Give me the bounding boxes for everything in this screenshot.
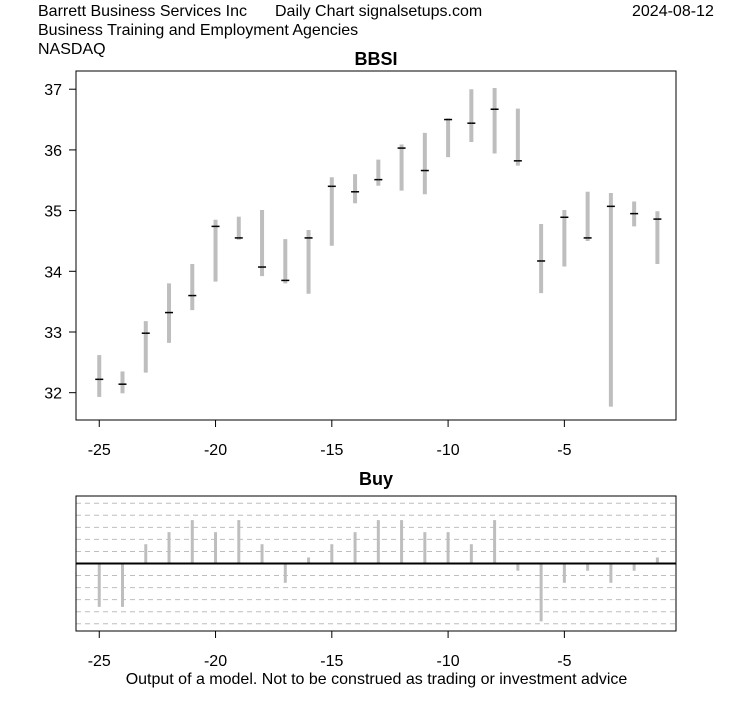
chart-date: 2024-08-12: [632, 3, 714, 20]
price-y-tick-label: 32: [44, 386, 62, 403]
buy-x-tick-label: -10: [437, 653, 460, 670]
price-x-tick-label: -5: [557, 442, 571, 459]
chart-source: Daily Chart signalsetups.com: [275, 3, 483, 20]
price-x-tick-label: -10: [437, 442, 460, 459]
price-plot-frame: [75, 70, 677, 421]
disclaimer-footer: Output of a model. Not to be construed a…: [125, 671, 628, 688]
buy-x-tick-label: -20: [204, 653, 227, 670]
price-y-tick-label: 35: [44, 204, 62, 221]
price-x-tick-label: -25: [88, 442, 111, 459]
exchange-label: NASDAQ: [38, 41, 106, 58]
buy-x-tick-label: -25: [88, 653, 111, 670]
price-chart-title: BBSI: [354, 49, 398, 69]
price-y-tick-label: 34: [44, 264, 62, 281]
industry-label: Business Training and Employment Agencie…: [38, 22, 359, 39]
company-name: Barrett Business Services Inc: [38, 3, 247, 20]
price-y-tick-label: 36: [44, 143, 62, 160]
price-y-tick-label: 33: [44, 325, 62, 342]
buy-x-tick-label: -5: [557, 653, 571, 670]
buy-chart-title: Buy: [358, 469, 393, 489]
price-y-tick-label: 37: [44, 82, 62, 99]
buy-x-tick-label: -15: [320, 653, 343, 670]
price-x-tick-label: -15: [320, 442, 343, 459]
price-x-tick-label: -20: [204, 442, 227, 459]
